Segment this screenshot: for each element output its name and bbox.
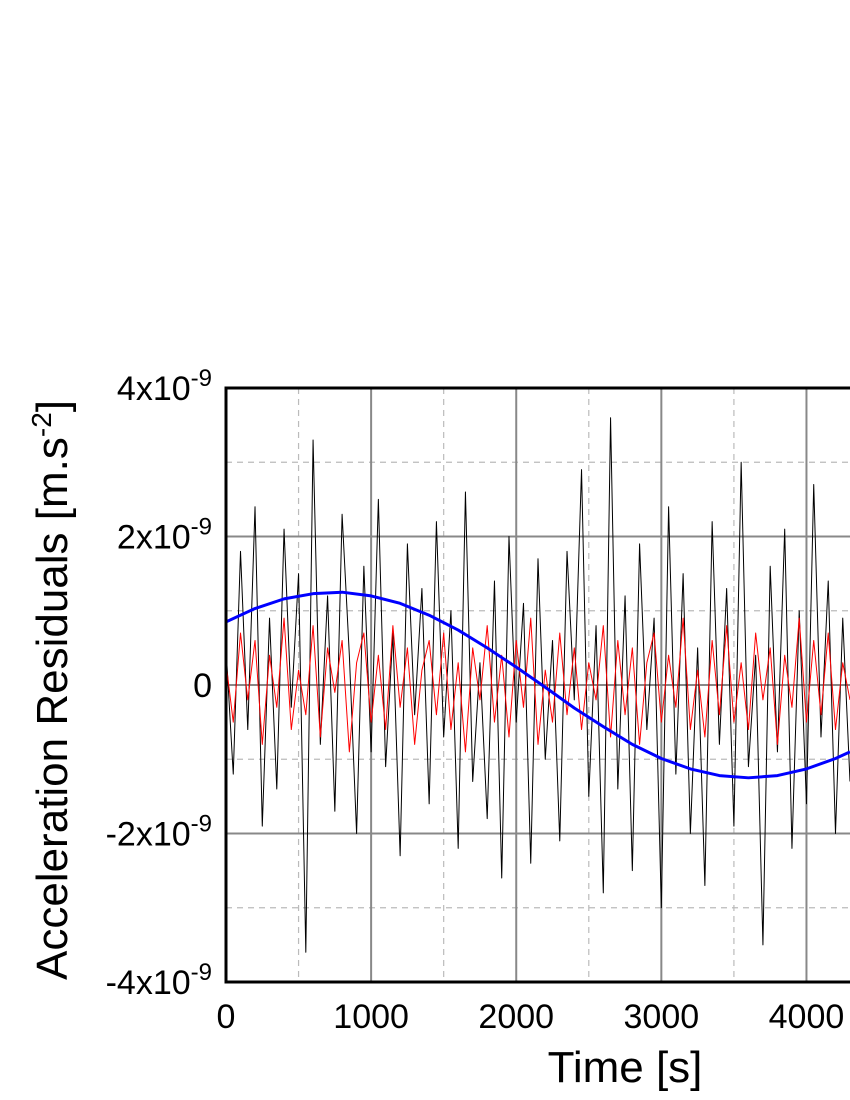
y-axis-title-text: Acceleration Residuals [m.s bbox=[28, 437, 77, 980]
plot-area bbox=[226, 417, 850, 953]
y-tick-label-base: -4x10 bbox=[106, 964, 191, 1002]
x-tick-label: 1000 bbox=[333, 998, 409, 1036]
x-tick-label: 4000 bbox=[769, 998, 845, 1036]
x-axis-title: Time [s] bbox=[548, 1043, 703, 1092]
labels: Time [s] Acceleration Residuals [m.s-2] … bbox=[26, 365, 844, 1092]
series-line bbox=[226, 590, 850, 780]
y-tick-label: -2x10-9 bbox=[106, 811, 212, 854]
y-tick-label-base: 2x10 bbox=[117, 519, 191, 557]
axes bbox=[224, 386, 850, 984]
x-tick-label: 2000 bbox=[478, 998, 554, 1036]
y-tick-label-exponent: -9 bbox=[191, 811, 212, 838]
y-tick-label-exponent: -9 bbox=[191, 365, 212, 392]
y-tick-label: 4x10-9 bbox=[117, 365, 212, 408]
y-tick-label: -4x10-9 bbox=[106, 959, 212, 1002]
y-axis-title-end: ] bbox=[28, 400, 77, 412]
y-tick-label-base: 4x10 bbox=[117, 370, 191, 408]
y-tick-label-base: -2x10 bbox=[106, 816, 191, 854]
x-tick-label: 3000 bbox=[624, 998, 700, 1036]
x-tick-label: 0 bbox=[217, 998, 236, 1036]
y-tick-label: 2x10-9 bbox=[117, 514, 212, 557]
y-axis-title: Acceleration Residuals [m.s-2] bbox=[26, 400, 77, 980]
y-tick-label: 0 bbox=[193, 667, 212, 705]
y-tick-label-exponent: -9 bbox=[191, 959, 212, 986]
series-line bbox=[226, 417, 850, 953]
series-line bbox=[226, 617, 850, 753]
y-tick-label-exponent: -9 bbox=[191, 514, 212, 541]
y-axis-title-sup: -2 bbox=[26, 412, 57, 437]
